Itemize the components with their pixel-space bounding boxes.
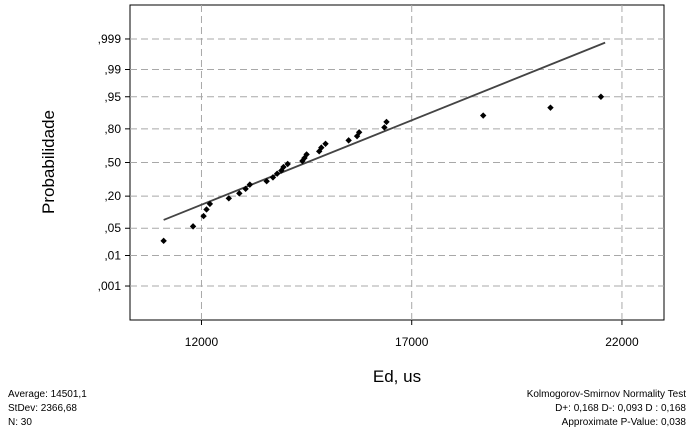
data-point bbox=[236, 190, 243, 197]
data-point bbox=[269, 174, 277, 181]
data-point bbox=[206, 200, 214, 208]
x-tick-label: 12000 bbox=[185, 335, 219, 349]
stdev-value: StDev: 2366,68 bbox=[8, 403, 77, 414]
data-point bbox=[246, 181, 254, 188]
data-point bbox=[273, 170, 281, 177]
data-point bbox=[383, 118, 390, 126]
data-point bbox=[160, 237, 167, 245]
summary-statistics: Average: 14501,1 StDev: 2366,68 N: 30 bbox=[8, 388, 87, 430]
y-tick-label: ,80 bbox=[104, 122, 121, 136]
y-tick-label: ,50 bbox=[104, 156, 121, 170]
data-point bbox=[322, 140, 329, 148]
data-point bbox=[200, 212, 207, 220]
data-point bbox=[284, 160, 291, 168]
data-point bbox=[381, 124, 388, 131]
data-point bbox=[225, 195, 233, 202]
y-tick-label: ,99 bbox=[104, 63, 121, 77]
y-tick-label: ,95 bbox=[104, 90, 121, 104]
data-point bbox=[479, 112, 487, 119]
data-point bbox=[189, 223, 197, 230]
data-point bbox=[547, 104, 554, 111]
data-point bbox=[263, 177, 270, 185]
y-tick-label: ,05 bbox=[104, 221, 121, 235]
y-tick-label: ,01 bbox=[104, 248, 121, 262]
data-point bbox=[355, 129, 363, 136]
y-axis-ticks: ,001 ,01 ,05 ,20 ,50 ,80 ,95 ,99 ,999 bbox=[98, 32, 130, 293]
normality-test-results: Kolmogorov-Smirnov Normality Test D+: 0,… bbox=[527, 388, 686, 430]
test-name: Kolmogorov-Smirnov Normality Test bbox=[526, 389, 686, 400]
sample-size: N: 30 bbox=[8, 417, 32, 428]
data-point bbox=[597, 93, 605, 100]
y-tick-label: ,20 bbox=[104, 189, 121, 203]
x-tick-label: 22000 bbox=[605, 335, 639, 349]
data-point bbox=[242, 185, 249, 193]
data-point bbox=[301, 154, 308, 162]
x-axis-label: Ed, us bbox=[373, 367, 421, 386]
fit-line-segment bbox=[163, 41, 606, 221]
d-statistics: D+: 0,168 D-: 0,093 D : 0,168 bbox=[555, 403, 686, 414]
y-tick-label: ,999 bbox=[98, 32, 122, 46]
fit-line bbox=[163, 41, 606, 221]
data-points bbox=[160, 93, 605, 245]
grid-lines bbox=[130, 5, 664, 320]
data-point bbox=[353, 132, 361, 140]
average-value: Average: 14501,1 bbox=[8, 389, 87, 400]
y-axis-label: Probabilidade bbox=[39, 110, 58, 214]
x-axis-ticks: 12000 17000 22000 bbox=[185, 320, 639, 349]
data-point bbox=[303, 151, 310, 158]
x-tick-label: 17000 bbox=[395, 335, 429, 349]
data-point bbox=[345, 137, 352, 144]
data-point bbox=[280, 163, 287, 171]
y-tick-label: ,001 bbox=[98, 279, 122, 293]
data-point bbox=[318, 144, 325, 151]
p-value: Approximate P-Value: 0,038 bbox=[561, 417, 686, 428]
data-point bbox=[203, 206, 210, 213]
